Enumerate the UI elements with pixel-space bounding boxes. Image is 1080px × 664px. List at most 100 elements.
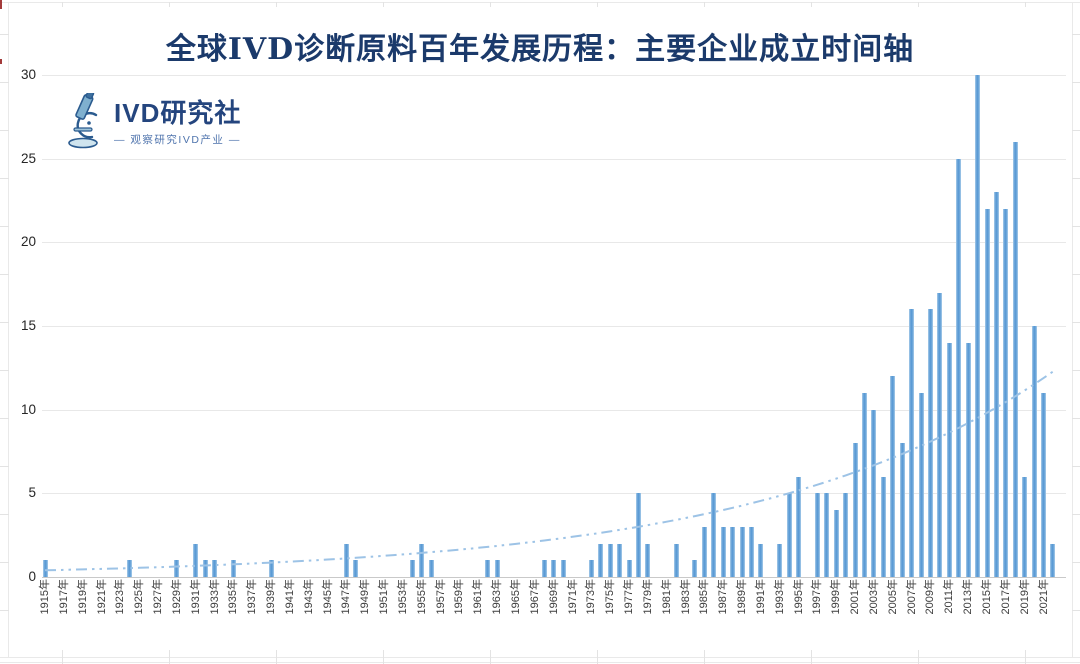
x-tick-label-2009: 2009年 — [924, 579, 937, 615]
bar-2001 — [852, 443, 858, 577]
x-tick-label-2019: 2019年 — [1018, 579, 1031, 615]
bar-1974 — [598, 543, 604, 577]
x-tick-label-1999: 1999年 — [830, 579, 843, 615]
x-tick-label-2011: 2011年 — [943, 579, 956, 614]
x-tick-label-1969: 1969年 — [547, 579, 560, 615]
bar-1978 — [635, 493, 641, 577]
bar-2005 — [890, 376, 896, 577]
x-tick-label-2013: 2013年 — [962, 579, 975, 615]
bar-1991 — [758, 543, 764, 577]
bar-1969 — [551, 560, 557, 577]
bar-2014 — [975, 75, 981, 577]
x-tick-label-1921: 1921年 — [95, 579, 108, 615]
bar-2008 — [918, 392, 924, 577]
chart-title: 全球IVD诊断原料百年发展历程：主要企业成立时间轴 — [165, 32, 915, 67]
sheet-row-tick — [0, 34, 9, 35]
y-axis-label-30: 30 — [20, 67, 36, 83]
x-tick-label-1983: 1983年 — [679, 579, 692, 615]
bar-1986 — [711, 493, 717, 577]
bar-1924 — [127, 560, 133, 577]
gridline-15 — [42, 326, 1066, 328]
sheet-corner-red-mark — [0, 0, 2, 9]
bar-2017 — [1003, 208, 1009, 577]
bar-2011 — [946, 342, 952, 577]
sheet-column-tick — [169, 2, 170, 7]
bar-2002 — [862, 392, 868, 577]
sheet-row-tick — [1072, 466, 1080, 467]
sheet-row-tick — [1072, 514, 1080, 515]
x-tick-label-2007: 2007年 — [905, 579, 918, 615]
logo-tagline: — 观察研究IVD产业 — — [114, 133, 241, 146]
x-tick-label-1927: 1927年 — [152, 579, 165, 615]
bar-1993 — [777, 543, 783, 577]
y-axis-label-25: 25 — [20, 150, 36, 166]
x-tick-label-1953: 1953年 — [396, 579, 409, 615]
sheet-row-tick — [1072, 322, 1080, 323]
sheet-left-line — [8, 2, 9, 657]
bar-1985 — [701, 526, 707, 577]
bar-1954 — [409, 560, 415, 577]
x-tick-label-2001: 2001年 — [849, 579, 862, 615]
sheet-row-tick — [0, 226, 9, 227]
x-tick-label-1915: 1915年 — [39, 579, 51, 615]
bar-1998 — [824, 493, 830, 577]
sheet-row-tick — [1072, 562, 1080, 563]
logo: IVD研究社 — 观察研究IVD产业 — — [62, 93, 241, 149]
sheet-column-tick — [276, 2, 277, 7]
x-tick-label-2017: 2017年 — [999, 579, 1012, 615]
bar-1970 — [560, 560, 566, 577]
bar-1915 — [42, 560, 48, 577]
bar-1982 — [673, 543, 679, 577]
x-tick-label-2003: 2003年 — [867, 579, 880, 615]
bar-1990 — [749, 526, 754, 577]
bar-2006 — [899, 443, 905, 577]
x-tick-label-1929: 1929年 — [170, 579, 183, 615]
microscope-icon — [68, 93, 98, 149]
x-tick-label-1917: 1917年 — [57, 579, 70, 615]
x-tick-label-1923: 1923年 — [114, 579, 127, 615]
bar-1947 — [343, 543, 349, 577]
bar-1968 — [541, 560, 547, 577]
x-tick-label-1967: 1967年 — [528, 579, 541, 615]
x-tick-label-1937: 1937年 — [246, 579, 259, 615]
bar-2013 — [965, 342, 971, 577]
bar-1939 — [268, 560, 274, 577]
bar-1994 — [786, 493, 792, 577]
x-tick-label-1977: 1977年 — [623, 579, 636, 615]
bar-1948 — [353, 560, 359, 577]
sheet-column-tick — [811, 650, 812, 664]
bar-1988 — [730, 526, 736, 577]
sheet-column-tick — [490, 2, 491, 7]
sheet-row-tick — [0, 370, 9, 371]
bar-2019 — [1022, 476, 1028, 577]
sheet-row-tick — [0, 466, 9, 467]
y-axis-label-0: 0 — [28, 569, 36, 584]
x-tick-label-1919: 1919年 — [76, 579, 89, 615]
bar-1929 — [174, 560, 180, 577]
sheet-column-tick — [597, 2, 598, 7]
x-tick-label-1933: 1933年 — [208, 579, 221, 615]
sheet-column-tick — [383, 650, 384, 664]
sheet-row-tick — [0, 130, 9, 131]
sheet-column-tick — [383, 2, 384, 7]
sheet-right-line — [1072, 2, 1073, 657]
sheet-row-tick — [0, 322, 9, 323]
sheet-row-tick — [1072, 274, 1080, 275]
sheet-column-tick — [169, 650, 170, 664]
sheet-left-red-mark — [0, 59, 2, 64]
x-tick-label-1973: 1973年 — [585, 579, 598, 615]
bar-1989 — [739, 526, 745, 577]
sheet-row-tick — [1072, 226, 1080, 227]
gridline-30 — [42, 75, 1066, 77]
sheet-row-tick — [1072, 34, 1080, 35]
bar-1973 — [588, 560, 594, 577]
bar-1999 — [833, 510, 839, 577]
x-tick-label-1989: 1989年 — [736, 579, 749, 615]
sheet-row-tick — [1072, 418, 1080, 419]
bar-1976 — [617, 543, 623, 577]
bar-2020 — [1031, 326, 1037, 577]
bar-1962 — [485, 560, 491, 577]
x-tick-label-1987: 1987年 — [717, 579, 730, 615]
y-axis-label-15: 15 — [20, 318, 36, 334]
gridline-0 — [42, 577, 1066, 578]
